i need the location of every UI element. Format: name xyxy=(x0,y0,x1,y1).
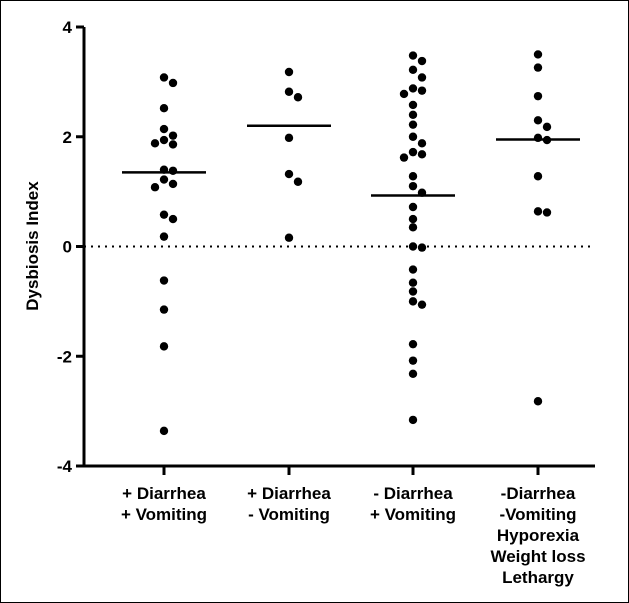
x-tick-label: -Vomiting xyxy=(499,505,576,524)
x-tick-label: Weight loss xyxy=(490,547,585,566)
data-point xyxy=(408,202,418,212)
y-tick-label: -2 xyxy=(57,347,72,366)
data-point xyxy=(417,56,427,66)
data-point xyxy=(417,243,427,252)
data-point xyxy=(533,116,543,125)
data-point xyxy=(417,86,427,95)
data-point xyxy=(399,153,409,162)
data-point xyxy=(159,342,169,351)
data-point xyxy=(159,426,169,436)
data-point xyxy=(533,397,543,406)
data-point xyxy=(408,287,418,296)
data-point xyxy=(168,78,178,88)
y-axis-title: Dysbiosis Index xyxy=(23,181,42,311)
data-point xyxy=(542,122,552,132)
data-point xyxy=(533,63,543,72)
data-point xyxy=(159,124,169,134)
x-tick-label: - Vomiting xyxy=(248,505,330,524)
y-tick-label: -4 xyxy=(57,457,73,476)
x-tick-label: - Diarrhea xyxy=(373,484,453,503)
axes-layer: 4 2 0 -2 -4 + Diarrhea + Vomiting + Diarrhea - V… xyxy=(57,18,595,587)
x-tick-label: + Vomiting xyxy=(370,505,456,524)
data-point xyxy=(533,91,543,101)
data-point xyxy=(408,100,418,110)
data-point xyxy=(408,132,418,141)
data-point xyxy=(542,208,552,217)
data-point xyxy=(533,172,543,181)
data-point xyxy=(284,67,294,77)
data-point xyxy=(159,305,169,314)
y-tick-label: 2 xyxy=(63,128,72,147)
data-point xyxy=(408,297,418,306)
data-point xyxy=(408,369,418,379)
x-tick-label: Lethargy xyxy=(502,568,574,587)
data-point xyxy=(533,207,543,216)
data-point xyxy=(533,50,543,59)
data-point xyxy=(293,93,303,102)
data-point xyxy=(159,276,169,285)
data-point xyxy=(159,104,169,113)
x-tick-label: -Diarrhea xyxy=(501,484,576,503)
data-point xyxy=(408,147,418,157)
x-tick-label: + Diarrhea xyxy=(247,484,331,503)
data-point xyxy=(284,87,294,96)
data-point xyxy=(408,223,418,232)
data-point xyxy=(533,133,543,143)
data-point xyxy=(417,150,427,159)
data-point xyxy=(168,131,178,140)
y-tick-label: 0 xyxy=(63,238,72,257)
x-tick-label: Hyporexia xyxy=(497,526,580,545)
data-point xyxy=(168,140,178,149)
data-point xyxy=(408,120,418,129)
data-point xyxy=(284,133,294,143)
data-point xyxy=(408,172,418,181)
data-point xyxy=(168,166,178,175)
marks-layer xyxy=(122,50,580,436)
data-point xyxy=(159,135,169,145)
data-point xyxy=(408,84,418,93)
data-point xyxy=(399,89,409,99)
data-point xyxy=(408,415,418,425)
data-point xyxy=(150,139,160,148)
x-tick-label: + Diarrhea xyxy=(122,484,206,503)
data-point xyxy=(293,177,303,186)
data-point xyxy=(408,181,418,191)
data-point xyxy=(150,183,160,192)
data-point xyxy=(168,214,178,224)
data-point xyxy=(159,232,169,241)
data-point xyxy=(417,139,427,148)
x-tick-label: + Vomiting xyxy=(121,505,207,524)
data-point xyxy=(408,51,418,60)
data-point xyxy=(159,210,169,219)
data-point xyxy=(408,278,418,287)
data-point xyxy=(408,265,418,274)
data-point xyxy=(408,214,418,224)
data-point xyxy=(417,300,427,309)
data-point xyxy=(408,356,418,365)
y-tick-label: 4 xyxy=(63,18,73,37)
data-point xyxy=(408,65,418,75)
data-point xyxy=(284,169,294,179)
data-point xyxy=(417,73,427,82)
data-point xyxy=(408,110,418,120)
data-point xyxy=(159,73,169,82)
data-point xyxy=(168,179,178,189)
data-point xyxy=(284,233,294,242)
data-point xyxy=(408,339,418,349)
data-point xyxy=(159,175,169,184)
data-point xyxy=(408,242,418,251)
